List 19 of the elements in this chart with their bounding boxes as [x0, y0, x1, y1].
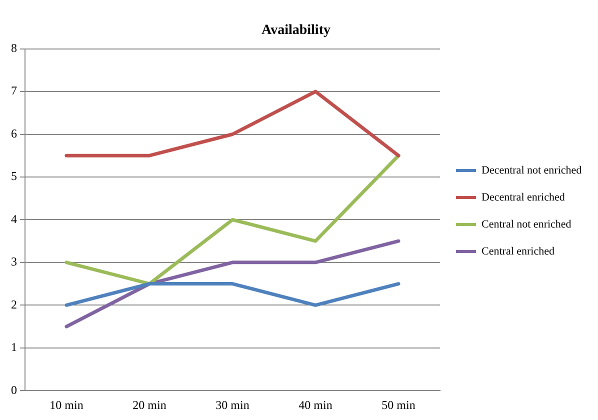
y-tick-label: 1 [11, 340, 17, 354]
y-tick-label: 2 [11, 297, 17, 312]
legend-label: Decentral enriched [482, 191, 566, 204]
x-tick-label: 20 min [132, 398, 166, 412]
legend-label: Decentral not enriched [482, 164, 582, 176]
chart-title: Availability [262, 23, 330, 38]
y-tick-label: 5 [11, 169, 17, 184]
y-tick-label: 3 [11, 254, 17, 269]
y-tick-label: 6 [11, 126, 17, 140]
y-tick-label: 7 [11, 84, 17, 98]
y-tick-label: 8 [11, 40, 17, 55]
x-tick-label: 10 min [50, 398, 84, 412]
y-tick-label: 4 [11, 212, 17, 226]
y-tick-label: 0 [11, 382, 17, 397]
x-tick-label: 40 min [298, 398, 332, 412]
legend-label: Central not enriched [482, 218, 572, 230]
x-tick-label: 30 min [216, 398, 250, 412]
x-tick-label: 50 min [382, 398, 416, 412]
legend-label: Central enriched [482, 245, 555, 258]
